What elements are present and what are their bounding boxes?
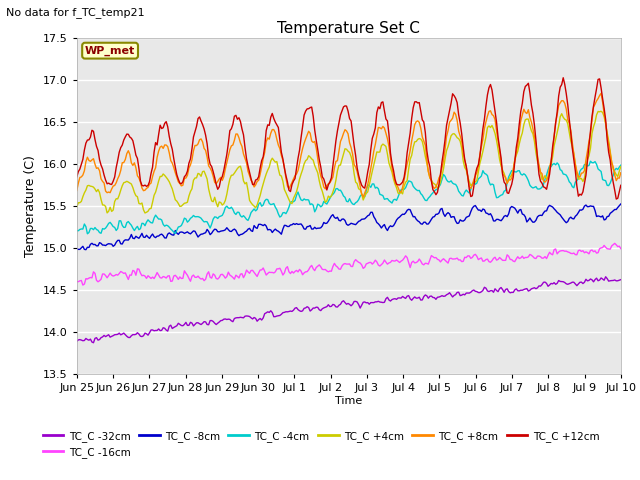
TC_C +4cm [73,204,81,210]
TC_C -8cm [141,235,149,240]
TC_C -4cm [312,206,320,212]
TC_C -8cm [237,232,244,238]
TC_C -32cm [141,330,149,336]
TC_C -32cm [588,277,596,283]
TC_C -32cm [602,274,609,280]
TC_C +8cm [262,139,270,144]
TC_C -4cm [237,213,244,218]
TC_C -8cm [588,204,596,209]
TC_C +12cm [73,174,81,180]
Line: TC_C -32cm: TC_C -32cm [77,277,621,343]
TC_C +4cm [237,163,244,169]
TC_C +12cm [588,113,596,119]
TC_C +4cm [264,167,271,173]
Line: TC_C -4cm: TC_C -4cm [77,161,621,234]
TC_C -16cm [611,240,619,246]
TC_C +8cm [588,117,596,122]
TC_C +4cm [588,131,596,136]
TC_C -32cm [90,340,97,346]
TC_C -16cm [617,246,625,252]
TC_C -16cm [588,247,596,253]
TC_C -8cm [82,247,90,252]
TC_C -16cm [79,282,86,288]
Y-axis label: Temperature (C): Temperature (C) [24,156,38,257]
TC_C -16cm [312,264,320,270]
TC_C +4cm [597,108,605,114]
TC_C +12cm [235,115,243,120]
TC_C +12cm [262,128,270,133]
TC_C -32cm [617,277,625,283]
TC_C -32cm [312,304,320,310]
TC_C -8cm [617,201,625,207]
TC_C -4cm [589,160,597,166]
TC_C -4cm [587,158,595,164]
TC_C +4cm [141,210,149,216]
TC_C +4cm [617,164,625,169]
TC_C +8cm [235,135,243,141]
Legend: TC_C -32cm, TC_C -16cm, TC_C -8cm, TC_C -4cm, TC_C +4cm, TC_C +8cm, TC_C +12cm: TC_C -32cm, TC_C -16cm, TC_C -8cm, TC_C … [38,427,604,462]
TC_C +8cm [359,194,367,200]
TC_C -4cm [617,162,625,168]
TC_C -32cm [255,317,262,323]
TC_C -4cm [84,231,92,237]
Text: No data for f_TC_temp21: No data for f_TC_temp21 [6,7,145,18]
TC_C -32cm [73,338,81,344]
TC_C -8cm [264,227,271,233]
TC_C +12cm [617,182,625,188]
TC_C -32cm [264,309,271,315]
Title: Temperature Set C: Temperature Set C [277,21,420,36]
TC_C +12cm [140,183,147,189]
TC_C +12cm [612,196,620,202]
TC_C -8cm [312,226,320,231]
Line: TC_C +8cm: TC_C +8cm [77,93,621,197]
TC_C -4cm [141,223,149,228]
X-axis label: Time: Time [335,396,362,406]
Line: TC_C +12cm: TC_C +12cm [77,78,621,199]
TC_C -8cm [255,221,262,227]
TC_C -16cm [141,273,149,279]
Line: TC_C -16cm: TC_C -16cm [77,243,621,285]
TC_C -4cm [255,201,262,207]
Line: TC_C -8cm: TC_C -8cm [77,204,621,250]
TC_C +12cm [311,127,319,133]
TC_C -8cm [73,246,81,252]
TC_C +8cm [73,188,81,193]
TC_C +4cm [255,197,262,203]
TC_C +4cm [312,166,320,172]
TC_C +12cm [559,75,567,81]
TC_C +12cm [253,177,261,182]
TC_C +4cm [140,207,147,213]
TC_C -4cm [73,228,81,234]
TC_C -4cm [264,197,271,203]
TC_C +8cm [311,139,319,144]
TC_C +8cm [253,179,261,184]
TC_C +8cm [617,170,625,176]
TC_C -16cm [264,271,271,276]
TC_C +8cm [140,188,147,193]
TC_C +8cm [597,90,605,96]
TC_C -16cm [73,279,81,285]
TC_C -32cm [237,314,244,320]
Text: WP_met: WP_met [85,46,135,56]
TC_C -16cm [237,271,244,277]
Line: TC_C +4cm: TC_C +4cm [77,111,621,213]
TC_C -16cm [255,270,262,276]
